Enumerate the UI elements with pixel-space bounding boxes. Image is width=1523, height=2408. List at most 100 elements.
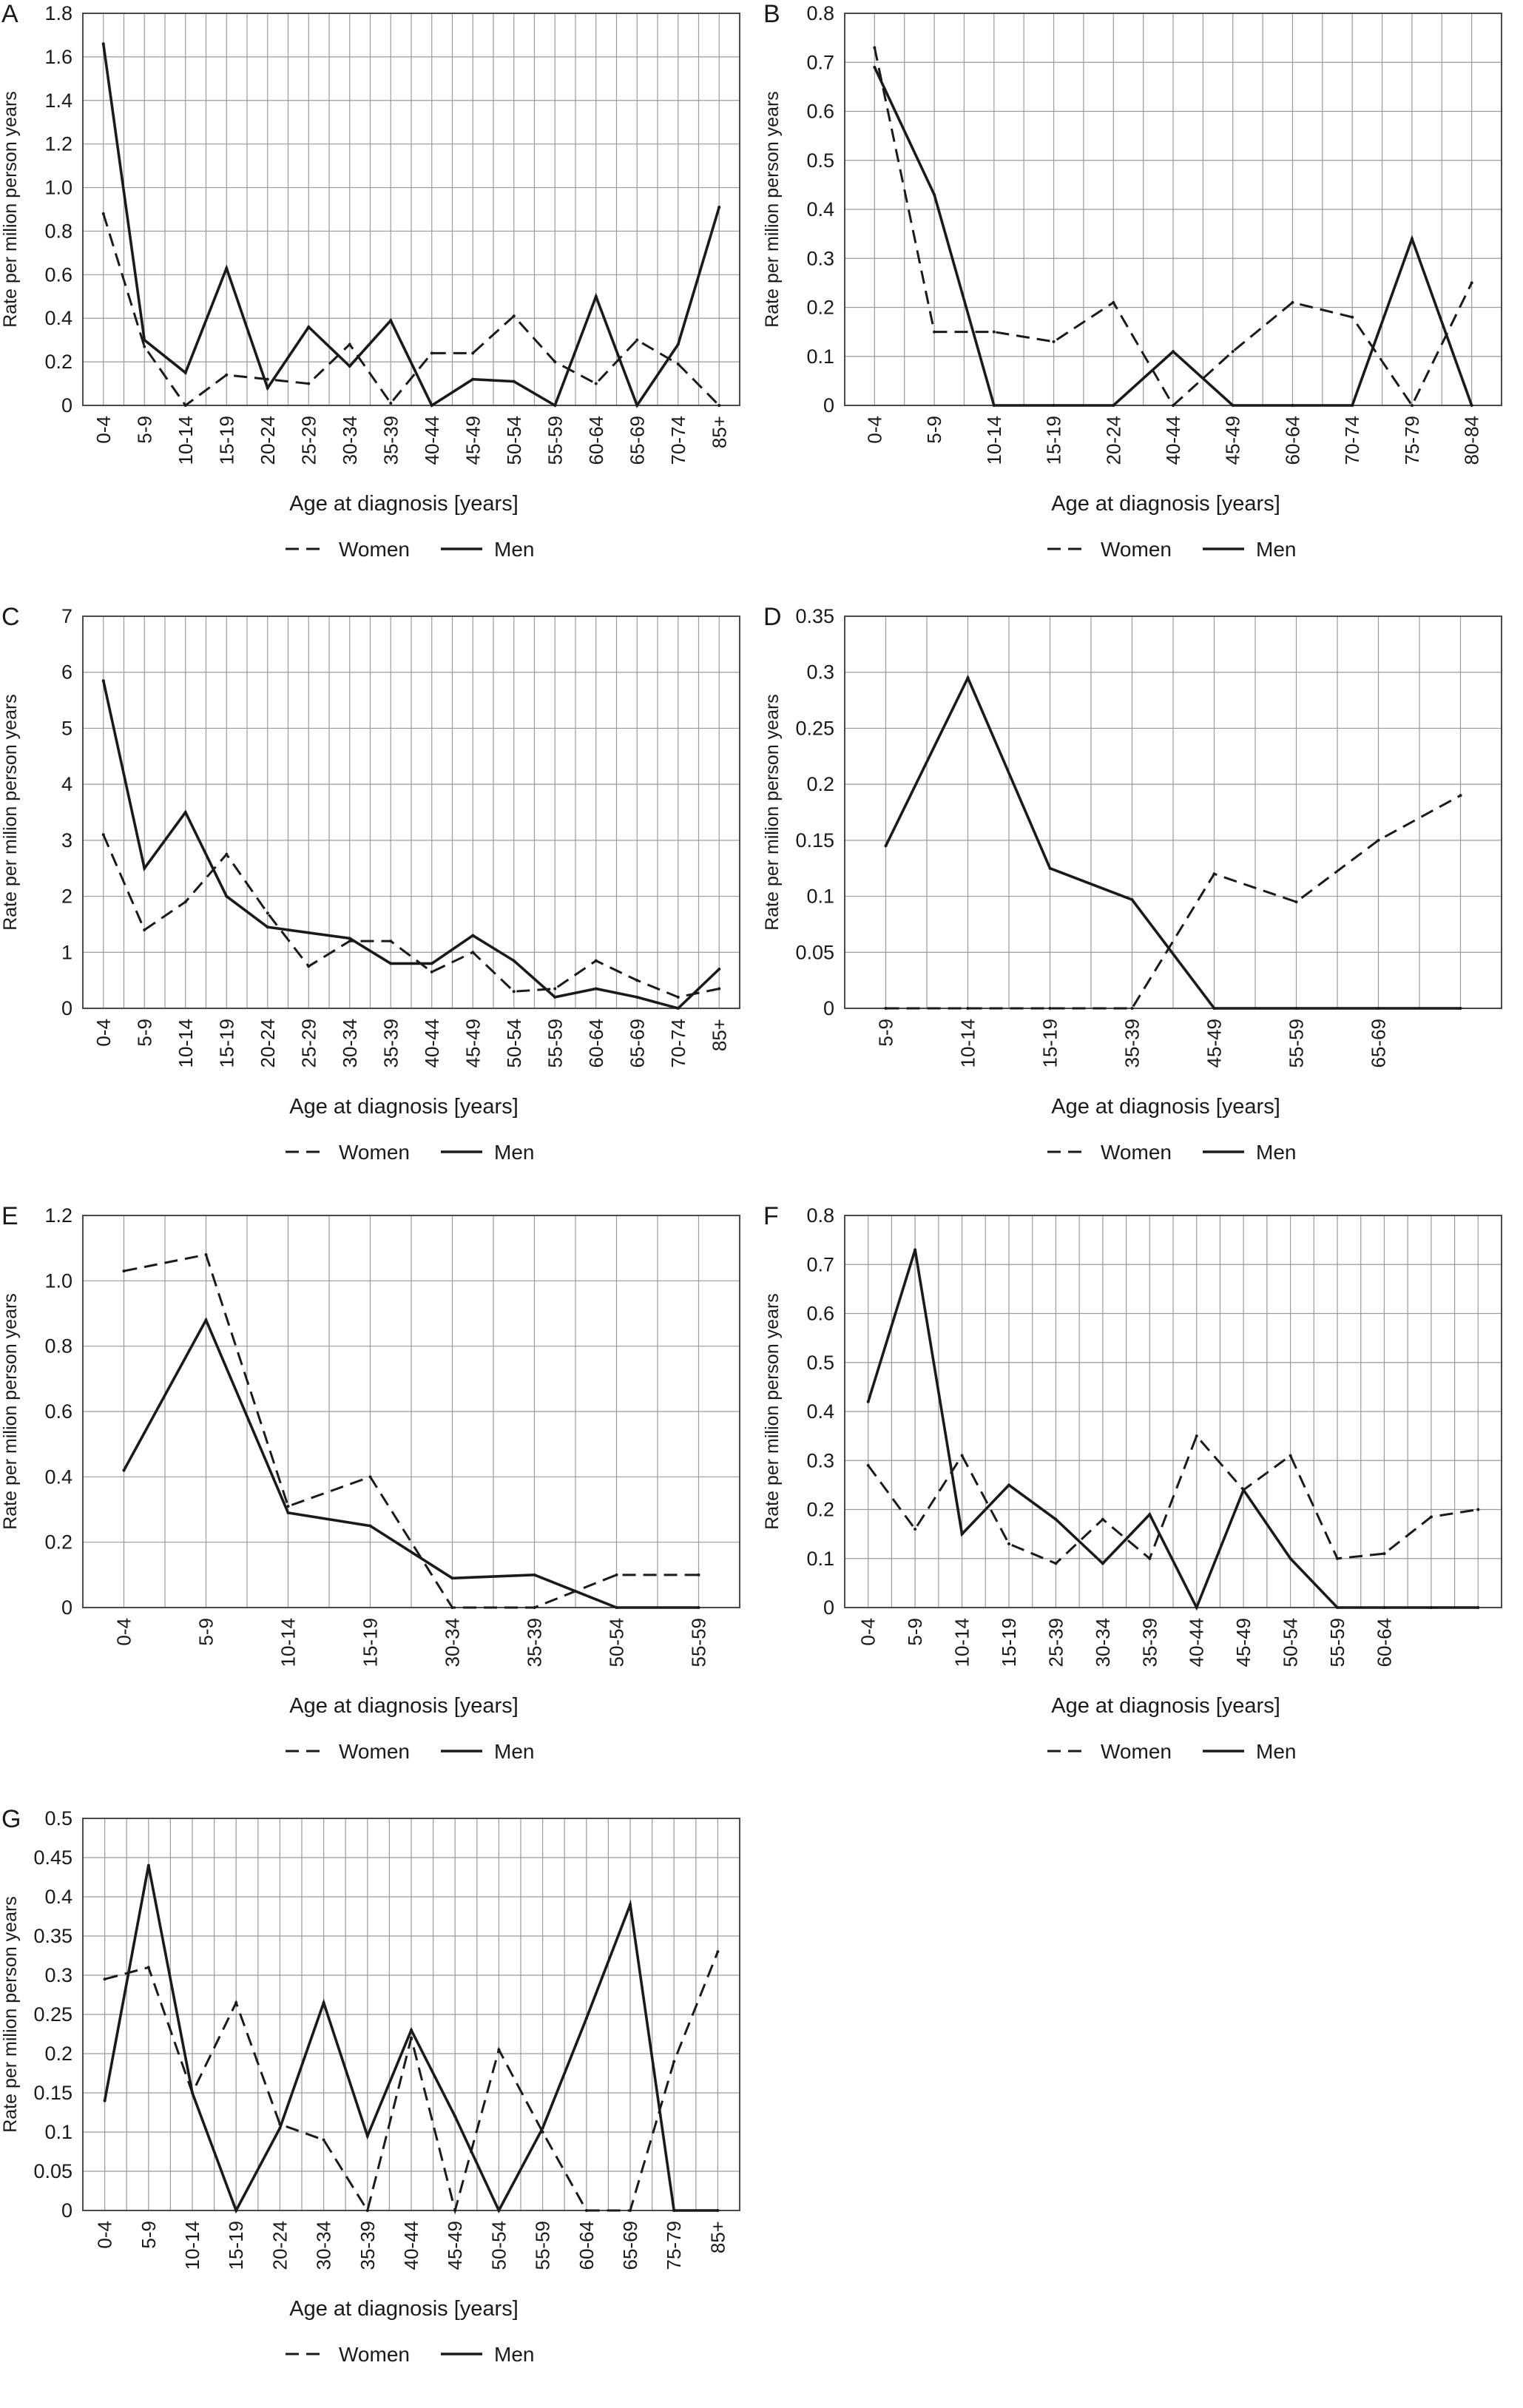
data-point-men — [1130, 898, 1134, 902]
x-tick-label: 10-14 — [181, 2221, 203, 2270]
data-point-men — [717, 206, 721, 209]
x-tick-label: 5-9 — [133, 416, 155, 444]
x-tick-label: 40-44 — [421, 416, 443, 465]
y-tick-label: 0.6 — [806, 1303, 834, 1325]
data-point-men — [933, 193, 936, 197]
data-point-men — [594, 987, 598, 991]
data-point-women — [1048, 1007, 1052, 1010]
data-point-men — [1377, 1007, 1380, 1010]
data-point-men — [430, 962, 433, 965]
data-point-women — [453, 2209, 457, 2212]
y-tick-label: 0.25 — [33, 2003, 72, 2026]
data-point-men — [884, 844, 888, 848]
x-tick-label: 35-39 — [524, 1618, 546, 1667]
series-line-women — [867, 1434, 1479, 1565]
y-tick-label: 0.2 — [806, 1499, 834, 1521]
data-point-men — [146, 1864, 150, 1867]
data-point-men — [307, 931, 311, 934]
x-tick-label: 5-9 — [195, 1618, 217, 1646]
y-axis-label: Rate per milion person years — [762, 91, 783, 328]
data-point-women — [716, 1950, 720, 1954]
figure-grid: 0 0.2 0.4 0.6 0.8 1.0 1.2 1.4 1.6 1.8 0-4 5-9 10-14 1… — [0, 0, 1502, 2366]
data-point-women — [365, 2209, 369, 2212]
data-point-women — [615, 1573, 618, 1576]
x-tick-label: 75-79 — [1401, 416, 1423, 465]
data-point-women — [1377, 838, 1380, 842]
y-tick-label: 0.8 — [806, 1204, 834, 1227]
legend-label-women: Women — [339, 1740, 410, 1763]
series-line-women — [102, 834, 720, 999]
x-tick-label: 35-39 — [379, 416, 402, 465]
data-point-women — [629, 2209, 632, 2212]
x-tick-label: 45-49 — [1222, 416, 1244, 465]
chart-panel-a: 0 0.2 0.4 0.6 0.8 1.0 1.2 1.4 1.6 1.8 0-4 5-9 10-14 1… — [0, 0, 762, 603]
data-point-men — [1476, 1606, 1480, 1609]
data-point-men — [234, 2209, 238, 2212]
y-tick-label: 0 — [823, 997, 834, 1019]
series-line-women — [102, 213, 720, 408]
data-point-women — [143, 345, 146, 348]
data-point-men — [873, 65, 877, 69]
y-tick-label: 0.15 — [33, 2082, 72, 2104]
y-axis-label: Rate per milion person years — [762, 694, 783, 931]
x-tick-label: 65-69 — [619, 2221, 641, 2270]
y-tick-label: 0.7 — [806, 51, 834, 73]
data-point-women — [1007, 1542, 1010, 1545]
x-tick-label: 60-64 — [585, 1019, 607, 1068]
data-point-women — [672, 2060, 676, 2063]
x-tick-label: 40-44 — [1162, 416, 1184, 465]
x-tick-label: 45-49 — [1203, 1019, 1226, 1068]
data-point-men — [584, 2017, 588, 2020]
y-tick-label: 0.4 — [44, 1886, 72, 1908]
y-tick-label: 0.8 — [44, 220, 72, 242]
x-tick-label: 0-4 — [94, 2221, 116, 2249]
data-point-women — [594, 382, 598, 385]
x-tick-label: 35-39 — [379, 1019, 402, 1068]
data-point-men — [1336, 1606, 1339, 1609]
x-tick-label: 60-64 — [575, 2221, 598, 2270]
data-point-women — [966, 1007, 970, 1010]
chart-svg-d: 0 0.05 0.1 0.15 0.2 0.25 0.3 0.35 5-9 10-14 15-19 3… — [762, 603, 1502, 1164]
data-point-women — [143, 928, 146, 931]
y-tick-label: 1.6 — [44, 46, 72, 68]
data-point-women — [1112, 300, 1115, 304]
x-tick-label: 35-39 — [1138, 1618, 1161, 1667]
x-tick-label: 50-54 — [1280, 1618, 1302, 1667]
data-point-men — [348, 365, 351, 368]
data-point-women — [103, 1977, 107, 1981]
data-point-men — [1148, 1513, 1152, 1517]
y-tick-label: 0.8 — [44, 1335, 72, 1358]
data-point-women — [1101, 1517, 1104, 1521]
data-point-women — [960, 1454, 964, 1457]
data-point-men — [322, 2001, 325, 2005]
x-tick-label: 5-9 — [904, 1618, 926, 1646]
data-point-men — [101, 679, 105, 683]
y-tick-label: 0.2 — [44, 2043, 72, 2065]
y-tick-label: 1.8 — [44, 2, 72, 24]
x-tick-label: 45-49 — [444, 2221, 466, 2270]
data-point-men — [1429, 1606, 1433, 1609]
x-tick-label: 5-9 — [923, 416, 945, 444]
data-point-men — [1054, 1517, 1058, 1521]
x-tick-label: 15-19 — [998, 1618, 1020, 1667]
y-tick-label: 0.35 — [795, 605, 834, 627]
data-point-men — [450, 1576, 454, 1580]
x-tick-label: 60-64 — [1281, 416, 1303, 465]
data-point-women — [368, 1475, 372, 1479]
legend-label-men: Men — [494, 1740, 534, 1763]
plot-frame — [82, 616, 740, 1009]
series-line-women — [124, 1253, 699, 1609]
data-point-men — [676, 1007, 680, 1010]
x-tick-label: 10-14 — [277, 1618, 300, 1667]
x-tick-label: 65-69 — [1368, 1019, 1390, 1068]
data-point-women — [1476, 1508, 1480, 1511]
legend-label-women: Women — [1101, 1740, 1172, 1763]
y-tick-label: 0.6 — [806, 101, 834, 123]
data-point-men — [533, 1573, 536, 1576]
y-tick-label: 0 — [61, 997, 72, 1019]
data-point-women — [450, 1606, 454, 1609]
plot-frame — [844, 616, 1502, 1009]
y-tick-label: 0.6 — [44, 1400, 72, 1423]
x-tick-label: 15-19 — [215, 1019, 237, 1068]
y-tick-label: 0.4 — [806, 1400, 834, 1423]
